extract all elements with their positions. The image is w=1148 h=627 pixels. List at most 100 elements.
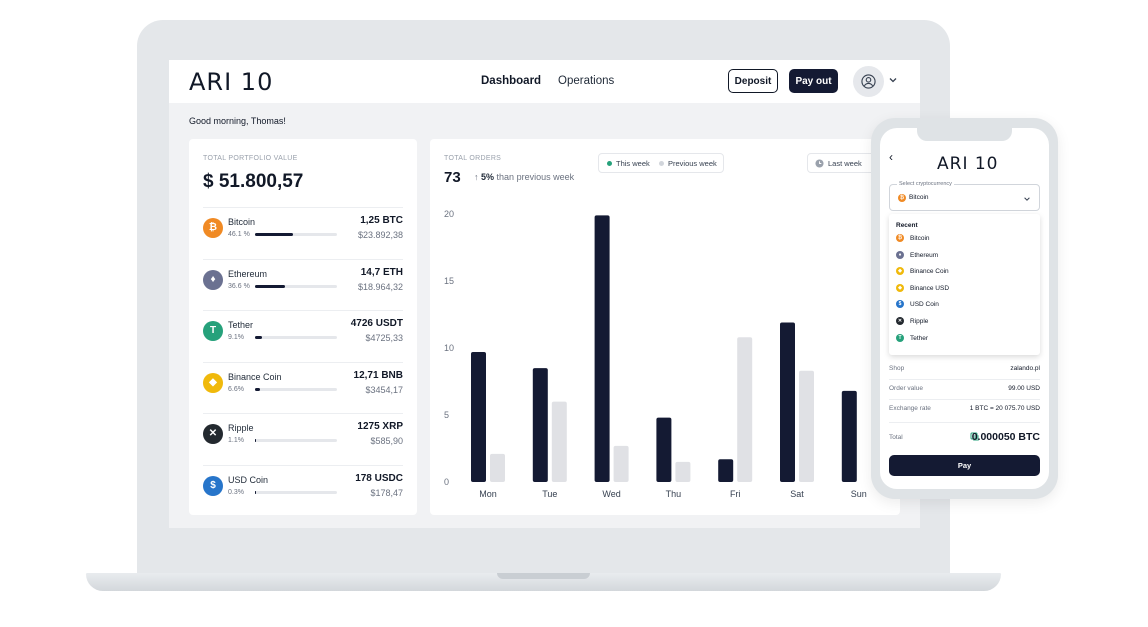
phone-brand-logo: ARI 10 bbox=[937, 154, 999, 174]
bar-previous-week-mon[interactable] bbox=[490, 453, 505, 482]
asset-fiat-value: $4725,33 bbox=[365, 333, 403, 343]
usd-coin-icon: $ bbox=[896, 300, 904, 309]
asset-share-bar bbox=[255, 233, 337, 236]
legend-previous-week[interactable]: Previous week bbox=[668, 159, 717, 168]
asset-row[interactable]: T Tether 9.1% 4726 USDT $4725,33 bbox=[189, 311, 417, 362]
user-avatar[interactable] bbox=[853, 66, 884, 97]
pay-button[interactable]: Pay bbox=[889, 455, 1040, 476]
recent-item-usd-coin[interactable]: $ USD Coin bbox=[896, 299, 1036, 311]
asset-amount: 178 USDC bbox=[355, 472, 403, 484]
orders-bar-chart: 0 5 10 15 20 Mon Tue Wed Thu Fri Sat Sun bbox=[444, 209, 867, 499]
crypto-select[interactable]: Select cryptocurrency ₿ Bitcoin bbox=[889, 181, 1040, 211]
asset-share-fill bbox=[255, 439, 257, 442]
divider bbox=[203, 207, 403, 208]
divider bbox=[203, 413, 403, 414]
bar-this-week-tue[interactable] bbox=[532, 368, 548, 482]
bar-this-week-wed[interactable] bbox=[594, 215, 610, 482]
y-tick-label: 10 bbox=[444, 343, 454, 353]
recent-item-bitcoin[interactable]: ₿ Bitcoin bbox=[896, 233, 1036, 245]
bar-this-week-mon[interactable] bbox=[471, 352, 486, 482]
bar-previous-week-tue[interactable] bbox=[551, 401, 567, 482]
crypto-dropdown: Recent ₿ Bitcoin ♦ Ethereum ◆ Binance Coin ◆ Bi… bbox=[889, 214, 1040, 355]
divider bbox=[889, 379, 1040, 380]
top-navigation-bar: ARI 10 Dashboard Operations Deposit Pay … bbox=[169, 60, 920, 103]
deposit-button[interactable]: Deposit bbox=[728, 69, 778, 93]
asset-amount: 4726 USDT bbox=[350, 318, 403, 329]
exchange-rate-row: Exchange rate 1 BTC = 20 075.70 USD bbox=[889, 405, 1040, 415]
ripple-icon: ✕ bbox=[896, 317, 904, 325]
chart-legend: This week Previous week bbox=[598, 153, 724, 173]
recent-item-binance-coin[interactable]: ◆ Binance Coin bbox=[896, 266, 1036, 278]
ethereum-icon: ♦ bbox=[203, 269, 223, 290]
bar-this-week-sat[interactable] bbox=[780, 322, 795, 482]
x-tick-label: Mon bbox=[479, 489, 497, 499]
back-arrow-icon[interactable]: ‹ bbox=[889, 150, 893, 164]
tab-operations[interactable]: Operations bbox=[558, 75, 615, 87]
recent-title: Recent bbox=[896, 222, 918, 229]
binance-coin-icon: ◆ bbox=[896, 267, 904, 276]
shop-value: zalando.pl bbox=[1010, 365, 1040, 372]
asset-share-fill bbox=[255, 490, 257, 494]
y-tick-label: 15 bbox=[444, 276, 454, 286]
asset-percent: 6.6% bbox=[228, 385, 244, 393]
order-value-value: 99.00 USD bbox=[1008, 385, 1040, 392]
binance-coin-icon: ◆ bbox=[203, 372, 223, 393]
bar-previous-week-thu[interactable] bbox=[675, 461, 691, 482]
brand-logo[interactable]: ARI 10 bbox=[189, 68, 274, 96]
bar-this-week-fri[interactable] bbox=[718, 459, 734, 482]
recent-item-ripple[interactable]: ✕ Ripple bbox=[896, 316, 1036, 328]
payout-button[interactable]: Pay out bbox=[789, 69, 838, 93]
recent-item-label: Ripple bbox=[910, 318, 929, 325]
divider bbox=[889, 399, 1040, 400]
tether-icon: T bbox=[203, 321, 223, 341]
bar-previous-week-fri[interactable] bbox=[737, 337, 753, 482]
recent-item-binance-usd[interactable]: ◆ Binance USD bbox=[896, 283, 1036, 295]
tab-dashboard[interactable]: Dashboard bbox=[481, 75, 542, 87]
asset-row[interactable]: ◆ Binance Coin 6.6% 12,71 BNB $3454,17 bbox=[189, 363, 417, 414]
portfolio-label: TOTAL PORTFOLIO VALUE bbox=[203, 155, 298, 162]
asset-amount: 1,25 BTC bbox=[360, 215, 403, 226]
x-tick-label: Tue bbox=[542, 489, 557, 499]
bar-previous-week-sat[interactable] bbox=[799, 370, 814, 482]
ripple-icon: ✕ bbox=[203, 424, 223, 444]
binance-usd-icon: ◆ bbox=[896, 283, 904, 292]
total-value: 0.000050 BTC bbox=[971, 431, 1040, 443]
crypto-select-value: Bitcoin bbox=[909, 194, 929, 201]
asset-share-fill bbox=[255, 284, 285, 288]
recent-item-label: Binance USD bbox=[910, 284, 950, 292]
asset-row[interactable]: ✕ Ripple 1.1% 1275 XRP $585,90 bbox=[189, 414, 417, 465]
asset-name: Binance Coin bbox=[228, 371, 282, 382]
ethereum-icon: ♦ bbox=[896, 250, 904, 259]
asset-fiat-value: $585,90 bbox=[370, 436, 403, 446]
recent-item-ethereum[interactable]: ♦ Ethereum bbox=[896, 250, 1036, 262]
bitcoin-icon: ₿ bbox=[203, 218, 223, 238]
chevron-down-icon[interactable] bbox=[888, 75, 898, 85]
asset-row[interactable]: $ USD Coin 0.3% 178 USDC $178,47 bbox=[189, 466, 417, 517]
asset-fiat-value: $3454,17 bbox=[365, 384, 403, 395]
bar-previous-week-wed[interactable] bbox=[613, 445, 629, 482]
asset-share-bar bbox=[255, 387, 337, 391]
bitcoin-icon: ₿ bbox=[896, 234, 904, 242]
recent-item-tether[interactable]: T Tether bbox=[896, 333, 1036, 345]
x-tick-label: Sun bbox=[851, 489, 867, 499]
phone-frame: ‹ ARI 10 Select cryptocurrency ₿ Bitcoin… bbox=[871, 118, 1058, 499]
orders-count: 73 bbox=[444, 169, 461, 186]
bar-this-week-sun[interactable] bbox=[841, 390, 857, 482]
arrow-up-icon: ↑ bbox=[474, 172, 479, 182]
divider bbox=[889, 422, 1040, 423]
recent-item-label: Ethereum bbox=[910, 251, 939, 259]
divider bbox=[203, 361, 403, 363]
greeting-text: Good morning, Thomas! bbox=[189, 116, 286, 126]
x-tick-label: Fri bbox=[730, 489, 741, 499]
bar-this-week-thu[interactable] bbox=[656, 417, 672, 482]
asset-share-bar bbox=[255, 490, 337, 494]
asset-row[interactable]: ₿ Bitcoin 46.1 % 1,25 BTC $23.892,38 bbox=[189, 208, 417, 259]
asset-share-bar bbox=[255, 439, 337, 442]
asset-name: Ethereum bbox=[228, 268, 268, 279]
laptop-base bbox=[86, 573, 1001, 591]
shop-label: Shop bbox=[889, 365, 905, 372]
y-tick-label: 5 bbox=[444, 410, 449, 420]
legend-this-week[interactable]: This week bbox=[616, 159, 650, 168]
asset-row[interactable]: ♦ Ethereum 36.6 % 14,7 ETH $18.964,32 bbox=[189, 260, 417, 311]
copy-icon[interactable] bbox=[970, 432, 980, 442]
